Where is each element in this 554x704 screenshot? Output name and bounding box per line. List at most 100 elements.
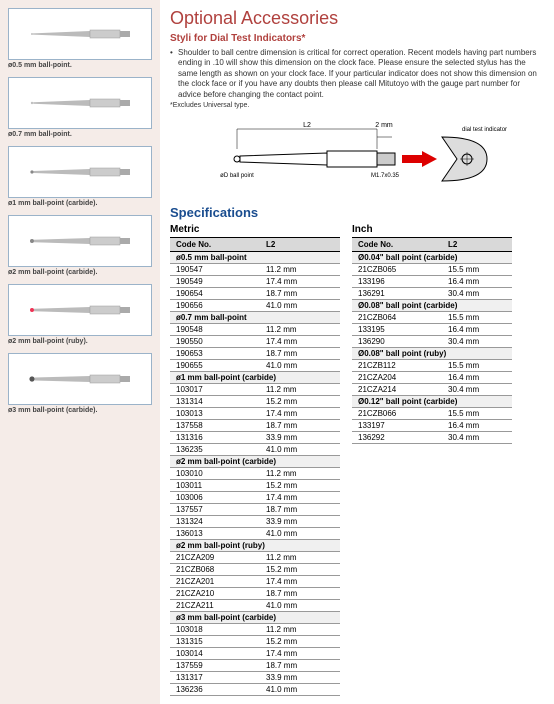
l2-cell: 16.4 mm: [442, 419, 512, 431]
table-row: 13755818.7 mm: [170, 419, 340, 431]
code-cell: 131315: [170, 635, 260, 647]
l2-cell: 11.2 mm: [260, 263, 340, 275]
table-row: 13623641.0 mm: [170, 683, 340, 695]
stylus-thumbnail: [8, 146, 152, 198]
table-row: 10301115.2 mm: [170, 479, 340, 491]
code-cell: 21CZA209: [170, 551, 260, 563]
stylus-diagram: L2 2 mm øD ball point M1.7x0.35 dial tes…: [170, 119, 544, 191]
code-cell: 21CZB112: [352, 359, 442, 371]
table-row: 21CZB06615.5 mm: [352, 407, 512, 419]
table-row: 19054917.4 mm: [170, 275, 340, 287]
l2-cell: 41.0 mm: [260, 359, 340, 371]
code-cell: 190654: [170, 287, 260, 299]
code-cell: 21CZB064: [352, 311, 442, 323]
code-cell: 190548: [170, 323, 260, 335]
table-row: 13629230.4 mm: [352, 431, 512, 443]
table-row: 13131415.2 mm: [170, 395, 340, 407]
stylus-thumbnail: [8, 284, 152, 336]
code-cell: 131314: [170, 395, 260, 407]
l2-cell: 16.4 mm: [442, 275, 512, 287]
table-row: 19054811.2 mm: [170, 323, 340, 335]
l2-cell: 11.2 mm: [260, 623, 340, 635]
table-row: 13629130.4 mm: [352, 287, 512, 299]
code-cell: 190655: [170, 359, 260, 371]
l2-cell: 11.2 mm: [260, 323, 340, 335]
col-l2: L2: [442, 238, 512, 252]
code-cell: 21CZB065: [352, 263, 442, 275]
footnote: *Excludes Universal type.: [170, 102, 544, 109]
table-row: 10300617.4 mm: [170, 491, 340, 503]
table-row: 21CZB06815.2 mm: [170, 563, 340, 575]
l2-cell: 30.4 mm: [442, 383, 512, 395]
table-row: 19055017.4 mm: [170, 335, 340, 347]
diagram-2mm-label: 2 mm: [375, 122, 393, 129]
table-row: 13629030.4 mm: [352, 335, 512, 347]
table-row: 13601341.0 mm: [170, 527, 340, 539]
l2-cell: 16.4 mm: [442, 323, 512, 335]
code-cell: 136290: [352, 335, 442, 347]
l2-cell: 33.9 mm: [260, 431, 340, 443]
thumbnail-caption: ø0.5 mm ball-point.: [8, 62, 152, 69]
code-cell: 131316: [170, 431, 260, 443]
code-cell: 21CZA201: [170, 575, 260, 587]
table-row: 13131733.9 mm: [170, 671, 340, 683]
l2-cell: 15.5 mm: [442, 263, 512, 275]
thumbnail-column: ø0.5 mm ball-point. ø0.7 mm ball-point. …: [0, 0, 160, 704]
group-header: Ø0.08" ball point (carbide): [352, 299, 512, 311]
code-cell: 103014: [170, 647, 260, 659]
subtitle: Styli for Dial Test Indicators*: [170, 33, 544, 44]
table-row: 19065418.7 mm: [170, 287, 340, 299]
group-header: ø1 mm ball-point (carbide): [170, 371, 340, 383]
table-row: 21CZA21430.4 mm: [352, 383, 512, 395]
diagram-ball-label: øD ball point: [220, 173, 254, 179]
table-row: 13319716.4 mm: [352, 419, 512, 431]
code-cell: 131317: [170, 671, 260, 683]
bullet-text: Shoulder to ball centre dimension is cri…: [170, 48, 544, 100]
l2-cell: 17.4 mm: [260, 491, 340, 503]
code-cell: 103013: [170, 407, 260, 419]
l2-cell: 30.4 mm: [442, 287, 512, 299]
code-cell: 136235: [170, 443, 260, 455]
l2-cell: 15.5 mm: [442, 359, 512, 371]
group-header: Ø0.04" ball point (carbide): [352, 251, 512, 263]
l2-cell: 17.4 mm: [260, 575, 340, 587]
thumbnail-caption: ø2 mm ball-point (carbide).: [8, 269, 152, 276]
table-row: 13132433.9 mm: [170, 515, 340, 527]
l2-cell: 18.7 mm: [260, 347, 340, 359]
stylus-thumbnail: [8, 8, 152, 60]
table-row: 13623541.0 mm: [170, 443, 340, 455]
code-cell: 190547: [170, 263, 260, 275]
code-cell: 136292: [352, 431, 442, 443]
stylus-thumbnail: [8, 353, 152, 405]
table-row: 19065541.0 mm: [170, 359, 340, 371]
table-row: 21CZA21018.7 mm: [170, 587, 340, 599]
code-cell: 190550: [170, 335, 260, 347]
l2-cell: 18.7 mm: [260, 287, 340, 299]
table-row: 21CZA20117.4 mm: [170, 575, 340, 587]
code-cell: 136236: [170, 683, 260, 695]
inch-table: Code No.L2Ø0.04" ball point (carbide)21C…: [352, 238, 512, 444]
code-cell: 137557: [170, 503, 260, 515]
code-cell: 136013: [170, 527, 260, 539]
table-row: 13131633.9 mm: [170, 431, 340, 443]
code-cell: 190549: [170, 275, 260, 287]
group-header: ø3 mm ball-point (carbide): [170, 611, 340, 623]
l2-cell: 30.4 mm: [442, 335, 512, 347]
table-row: 13755918.7 mm: [170, 659, 340, 671]
group-header: ø0.7 mm ball-point: [170, 311, 340, 323]
l2-cell: 18.7 mm: [260, 419, 340, 431]
table-row: 13131515.2 mm: [170, 635, 340, 647]
l2-cell: 41.0 mm: [260, 443, 340, 455]
col-code: Code No.: [170, 238, 260, 252]
code-cell: 21CZA204: [352, 371, 442, 383]
table-row: 13319616.4 mm: [352, 275, 512, 287]
code-cell: 137559: [170, 659, 260, 671]
table-row: 10301011.2 mm: [170, 467, 340, 479]
l2-cell: 33.9 mm: [260, 515, 340, 527]
l2-cell: 41.0 mm: [260, 683, 340, 695]
l2-cell: 15.2 mm: [260, 395, 340, 407]
l2-cell: 11.2 mm: [260, 383, 340, 395]
col-l2: L2: [260, 238, 340, 252]
table-row: 10301811.2 mm: [170, 623, 340, 635]
l2-cell: 30.4 mm: [442, 431, 512, 443]
